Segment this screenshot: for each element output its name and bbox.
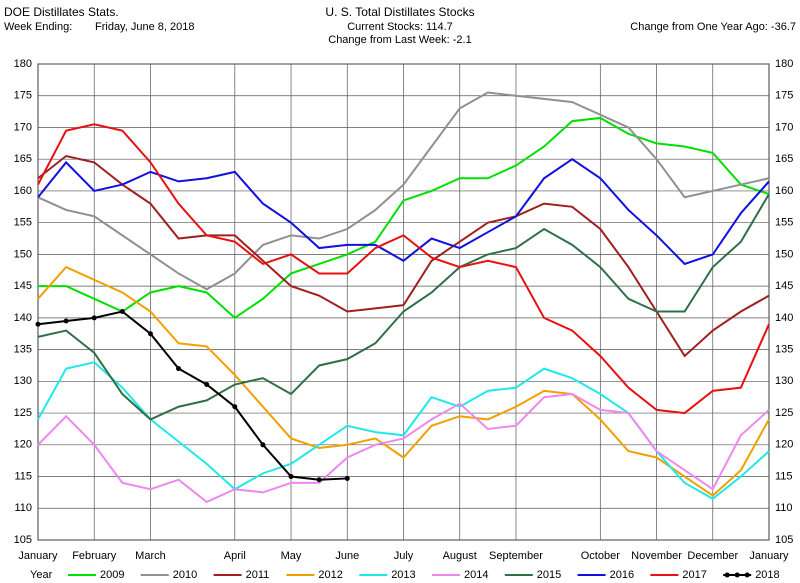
y-tick-label: 125 [14,407,32,419]
y-tick-label: 135 [14,344,32,356]
y2-tick-label: 135 [775,344,793,356]
point [316,477,322,483]
series-line [37,123,770,415]
y2-tick-label: 170 [775,121,793,133]
week-date: Friday, June 8, 2018 [95,21,194,33]
point [344,475,350,481]
left-title: DOE Distillates Stats. [4,5,119,19]
x-tick-label: June [335,550,359,562]
y-tick-label: 150 [14,248,32,260]
y-tick-label: 155 [14,217,32,229]
y2-tick-label: 130 [775,375,793,387]
x-tick-label: April [224,550,246,562]
legend-label: 2011 [246,569,270,581]
point [63,318,69,324]
y2-tick-label: 105 [775,534,793,546]
y2-tick-label: 110 [775,502,793,514]
series-line [37,154,770,358]
x-tick-label: January [18,550,58,562]
y2-tick-label: 180 [775,58,793,70]
series-line [37,310,348,481]
point [288,474,294,480]
x-tick-label: September [489,550,543,562]
legend-title: Year [30,569,53,581]
series-line [37,392,770,504]
y2-tick-label: 150 [775,248,793,260]
y-tick-label: 175 [14,90,32,102]
point [119,309,125,315]
y-tick-label: 170 [14,121,32,133]
series-line [37,91,770,291]
point [204,382,210,388]
y2-tick-label: 175 [775,90,793,102]
point [176,366,182,372]
legend-marker [744,572,750,578]
point [260,442,266,448]
subtitle: Current Stocks: 114.7 [347,21,453,33]
x-tick-label: December [687,550,738,562]
y2-tick-label: 160 [775,185,793,197]
series-line [38,116,770,320]
legend-label: 2018 [755,569,779,581]
x-tick-label: October [581,550,620,562]
legend-label: 2015 [537,569,561,581]
legend-marker [734,572,740,578]
y2-tick-label: 125 [775,407,793,419]
point [232,404,238,410]
y2-tick-label: 145 [775,280,793,292]
x-tick-label: February [72,550,117,562]
legend-label: 2012 [318,569,342,581]
y-tick-label: 145 [14,280,32,292]
legend-label: 2014 [464,569,488,581]
y-tick-label: 165 [14,153,32,165]
right-note: Change from One Year Ago: -36.7 [630,21,796,33]
x-tick-label: January [749,550,789,562]
y2-tick-label: 120 [775,439,793,451]
y-tick-label: 140 [14,312,32,324]
x-tick-label: March [135,550,166,562]
x-tick-label: November [631,550,682,562]
legend-label: 2009 [100,569,124,581]
point [91,315,97,321]
point [147,331,153,337]
y2-tick-label: 115 [775,470,793,482]
y2-tick-label: 155 [775,217,793,229]
legend-label: 2013 [391,569,415,581]
y-tick-label: 115 [14,470,32,482]
point [35,321,41,327]
y-tick-label: 110 [14,502,32,514]
y2-tick-label: 165 [775,153,793,165]
x-tick-label: May [281,550,302,562]
chart-title: U. S. Total Distillates Stocks [325,5,474,19]
y-tick-label: 180 [14,58,32,70]
x-tick-label: July [394,550,414,562]
legend-label: 2010 [173,569,197,581]
y-tick-label: 130 [14,375,32,387]
subtitle: Change from Last Week: -2.1 [328,34,471,46]
legend-marker [724,572,730,578]
series-line [37,193,770,421]
series-line [37,265,770,497]
y2-tick-label: 140 [775,312,793,324]
legend-label: 2017 [682,569,706,581]
y-tick-label: 120 [14,439,32,451]
x-tick-label: August [443,550,477,562]
y-tick-label: 105 [14,534,32,546]
y-tick-label: 160 [14,185,32,197]
week-label: Week Ending: [4,21,72,33]
legend-label: 2016 [610,569,634,581]
